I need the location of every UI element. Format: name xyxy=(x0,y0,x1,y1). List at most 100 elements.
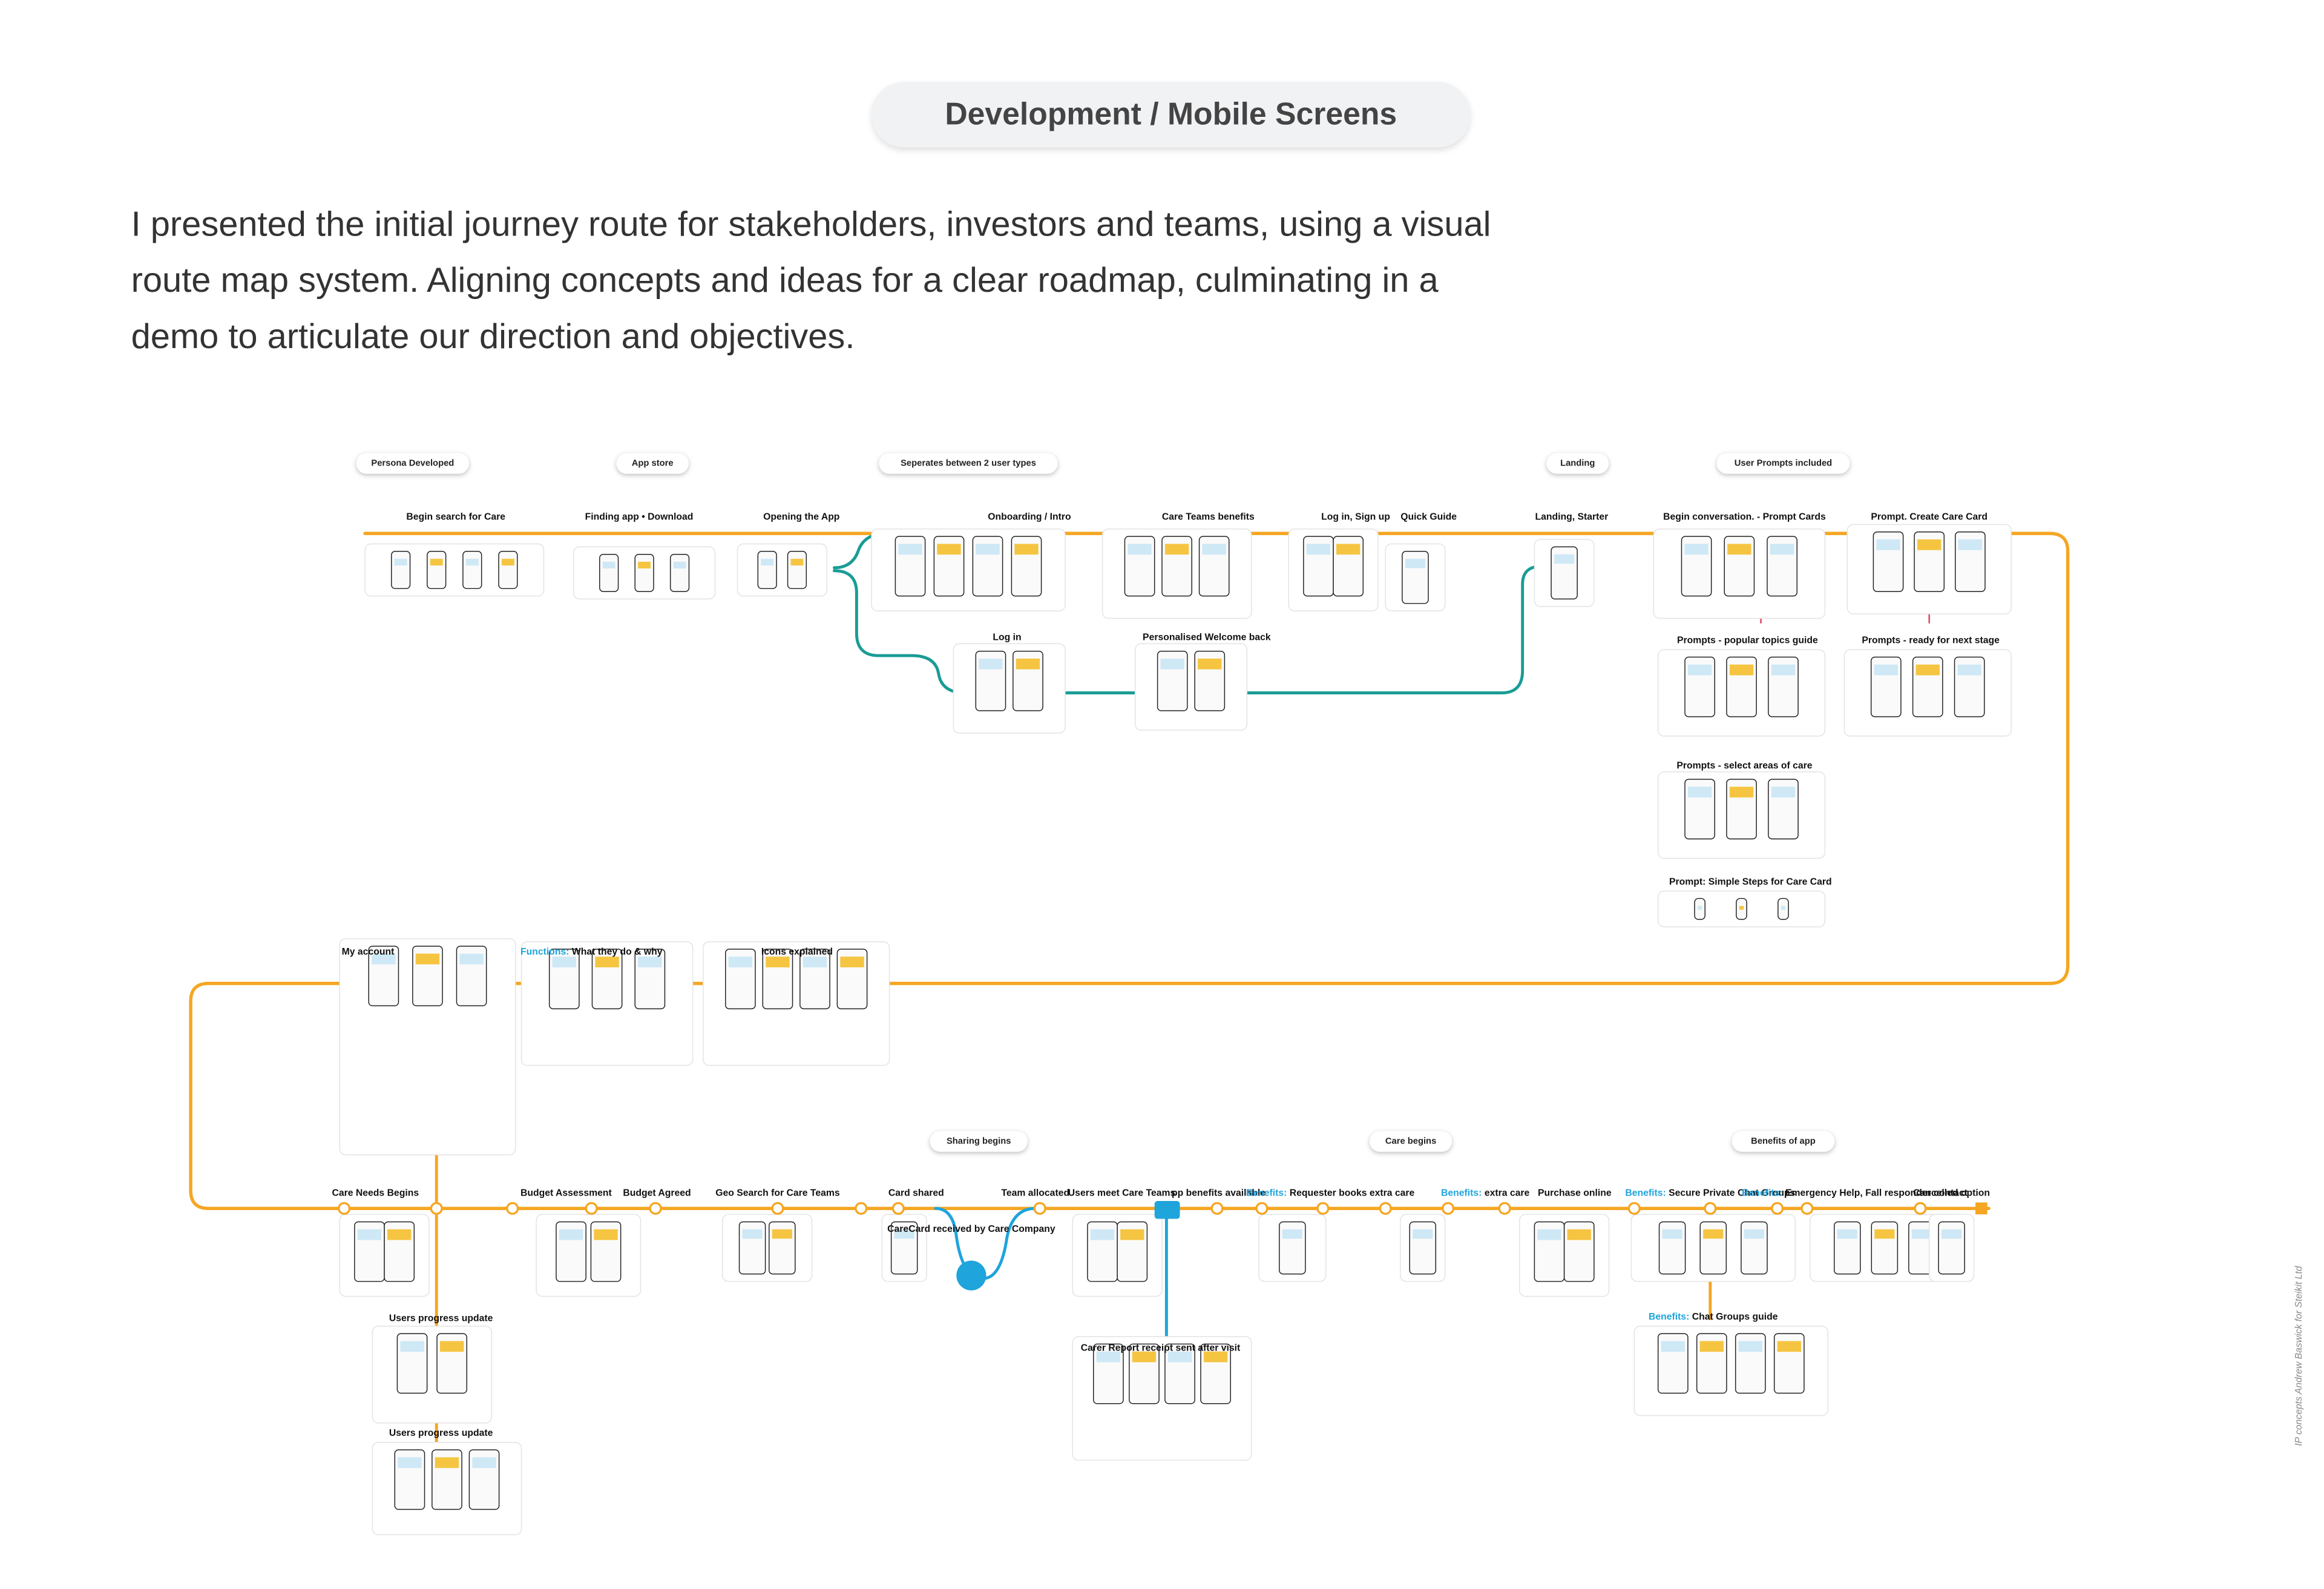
section-pill xyxy=(1369,1131,1452,1152)
route-stop xyxy=(1033,1202,1046,1215)
phone-screen-block xyxy=(595,956,619,968)
heading-text: Icons explained xyxy=(761,947,833,957)
route-stop xyxy=(1442,1202,1455,1215)
phone-screen-block xyxy=(459,953,484,965)
phone-screen-block xyxy=(638,956,662,968)
stage-heading: Personalised Welcome back xyxy=(1143,633,1271,643)
stage-heading: CareCard received by Care Company xyxy=(887,1224,1055,1234)
labels: Persona Developed App store Seperates betw… xyxy=(332,453,2000,1438)
phone-screen-block xyxy=(1554,554,1575,564)
phone-screen-block xyxy=(1160,659,1184,669)
heading-text: Emergency Help, Fall responder contact xyxy=(1783,1188,1968,1199)
stage-heading: Benefits: extra care xyxy=(1441,1188,1529,1199)
phone-screen-block xyxy=(1958,539,1983,550)
phone-screen-block xyxy=(372,953,396,965)
phone-mockup xyxy=(599,553,619,592)
stage-heading: Benefits: Secure Private Chat Groups xyxy=(1625,1188,1795,1199)
stage-heading: Budget Assessment xyxy=(520,1188,612,1199)
phone-screen-block xyxy=(1699,1341,1724,1352)
heading-text: What they do & why xyxy=(569,947,662,957)
phone-screen-block xyxy=(1167,1351,1192,1363)
phone-screen-block xyxy=(1306,544,1331,555)
heading-text: Secure Private Chat Groups xyxy=(1666,1188,1796,1199)
heading-text: Requester books extra care xyxy=(1287,1188,1414,1199)
route-stop xyxy=(1704,1202,1717,1215)
stage-heading: Quick Guide xyxy=(1400,512,1457,522)
login-route xyxy=(833,564,1544,695)
section-pill xyxy=(1732,1131,1835,1152)
stage-heading: Geo Search for Care Teams xyxy=(715,1188,840,1199)
phone-screen-block xyxy=(1729,786,1754,798)
section-pill xyxy=(879,453,1058,474)
route-stop xyxy=(649,1202,662,1215)
heading-prefix: Benefits: xyxy=(1649,1312,1689,1322)
stage-heading: Functions: What they do & why xyxy=(520,947,663,957)
phone-screen-block xyxy=(435,1457,459,1469)
route-stop xyxy=(1316,1202,1330,1215)
phone-screen-block xyxy=(1957,664,1981,676)
main-route xyxy=(189,531,2070,1211)
phone-screen-block xyxy=(1567,1229,1591,1240)
screen-card xyxy=(372,1326,493,1424)
phone-screen-block xyxy=(465,559,479,566)
heading-text: Chat Groups guide xyxy=(1689,1312,1777,1322)
phone-screen-block xyxy=(400,1341,424,1352)
route-stop xyxy=(1914,1202,1927,1215)
phone-screen-block xyxy=(552,956,576,968)
phone-screen-block xyxy=(415,953,440,965)
heading-text: Card shared xyxy=(888,1188,944,1199)
section-pill xyxy=(1716,453,1850,474)
section-pill-label: Sharing begins xyxy=(947,1136,1011,1146)
phone-screen-block xyxy=(1917,539,1942,550)
intro-line: route map system. Aligning concepts and … xyxy=(131,261,1439,300)
intro-line: demo to articulate our direction and obj… xyxy=(131,317,855,356)
stage-heading: Card shared xyxy=(888,1188,944,1199)
section-pill-label: Care begins xyxy=(1385,1136,1436,1146)
phone-screen-block xyxy=(501,559,514,566)
section-pill-label: Seperates between 2 user types xyxy=(901,458,1036,468)
route-stop xyxy=(1800,1202,1814,1215)
route-stop xyxy=(855,1202,868,1215)
section-pill xyxy=(930,1131,1028,1152)
stage-heading: Begin search for Care xyxy=(406,512,505,522)
stage-heading: Prompts - select areas of care xyxy=(1676,760,1812,771)
route-stop xyxy=(1210,1202,1224,1215)
phone-screen-block xyxy=(1198,659,1222,669)
intro: I presented the initial journey route fo… xyxy=(131,205,1491,356)
phone-screen-block xyxy=(602,562,615,569)
route-stop xyxy=(1379,1202,1392,1215)
phone-screen-block xyxy=(1282,1229,1302,1239)
heading-text: pp benefits available xyxy=(1172,1188,1265,1199)
meet-badge xyxy=(1154,1201,1180,1219)
phone-screen-block xyxy=(1915,664,1940,676)
phone-screen-block xyxy=(1687,664,1712,676)
stage-heading: Carer Report receipt sent after visit xyxy=(1081,1343,1241,1354)
phone-screen-block xyxy=(1405,559,1426,568)
phone-screen-block xyxy=(387,1229,412,1240)
stage-heading: Care Needs Begins xyxy=(332,1188,419,1199)
phone-screen-block xyxy=(559,1229,583,1240)
phone-screen-block xyxy=(1684,544,1709,555)
phone-screen-block xyxy=(840,956,864,968)
phone-screen-block xyxy=(1942,1229,1962,1239)
title-pill xyxy=(872,82,1471,148)
heading-text: Users meet Care Teams xyxy=(1068,1188,1176,1199)
page-title: Development / Mobile Screens xyxy=(945,96,1397,131)
phone-mockup xyxy=(669,553,690,592)
stage-heading: Prompt: Simple Steps for Care Card xyxy=(1669,877,1832,887)
heading-text: Users progress update xyxy=(389,1428,493,1438)
phone-screen-block xyxy=(1727,544,1751,555)
stage-heading: Landing, Starter xyxy=(1535,512,1609,522)
phone-screen-block xyxy=(430,559,443,566)
stage-heading: Benefits: Requester books extra care xyxy=(1246,1188,1415,1199)
heading-prefix: Benefits: xyxy=(1246,1188,1287,1199)
section-pill-label: Benefits of app xyxy=(1751,1136,1816,1146)
phone-screen-block xyxy=(1874,1229,1895,1239)
stage-heading: Onboarding / Intro xyxy=(988,512,1071,522)
phone-screen-block xyxy=(761,559,774,566)
phone-screen-block xyxy=(1202,544,1226,555)
phone-screen-block xyxy=(1876,539,1900,550)
screen-card xyxy=(722,1214,813,1282)
screen-card xyxy=(536,1214,642,1297)
